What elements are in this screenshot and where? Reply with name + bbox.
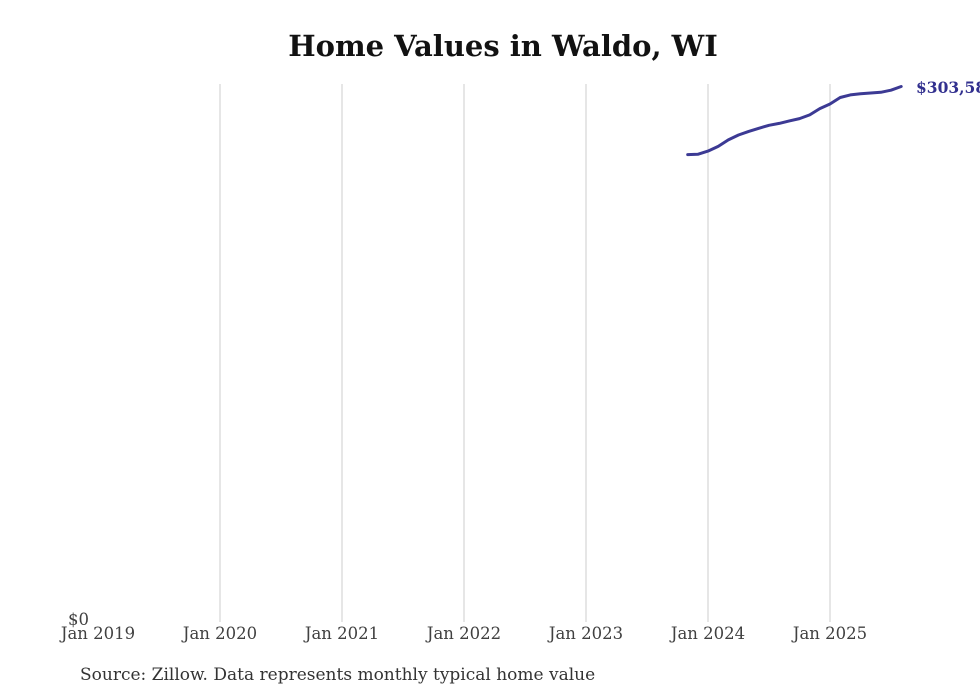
x-tick-label-jan-2019: Jan 2019 <box>60 624 136 643</box>
x-tick-label-jan-2020: Jan 2020 <box>182 624 258 643</box>
x-tick-label-jan-2022: Jan 2022 <box>426 624 502 643</box>
home-value-line <box>686 85 903 157</box>
x-tick-label-jan-2024: Jan 2024 <box>670 624 746 643</box>
chart-title: Home Values in Waldo, WI <box>288 29 718 63</box>
y-axis-zero-tick-label: $0 <box>68 610 89 629</box>
source-note: Source: Zillow. Data represents monthly … <box>80 665 596 685</box>
x-tick-label-jan-2023: Jan 2023 <box>548 624 624 643</box>
x-tick-label-jan-2021: Jan 2021 <box>304 624 380 643</box>
latest-value-label: $303,588 <box>916 78 980 97</box>
x-tick-label-jan-2025: Jan 2025 <box>792 624 868 643</box>
